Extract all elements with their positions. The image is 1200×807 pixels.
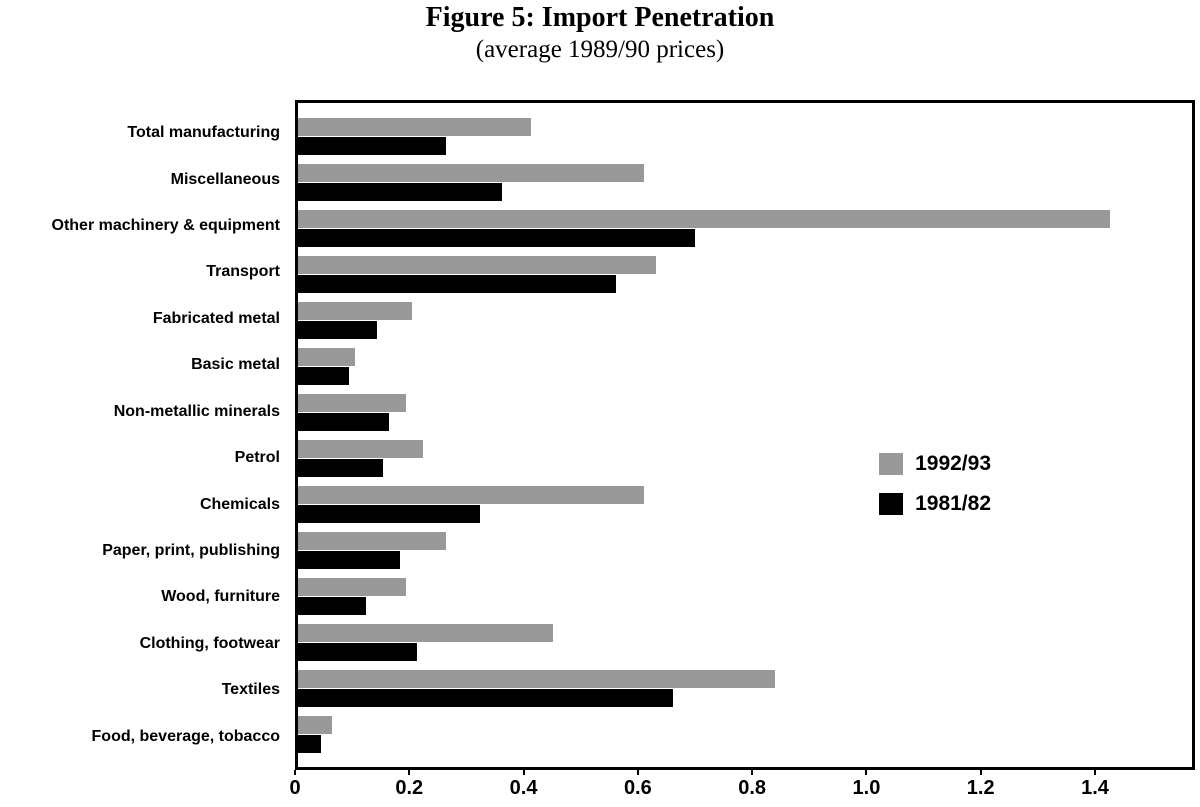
bar-group [298,481,1192,527]
bar-1992-93 [298,715,333,734]
legend-label-1992-93: 1992/93 [915,451,992,475]
x-tick-label: 0.4 [509,777,538,799]
bar-1981-82 [298,458,384,477]
bar-1981-82 [298,596,367,615]
bar-group [298,527,1192,573]
y-axis-label: Paper, print, publishing [102,542,280,559]
bar-group [298,113,1192,159]
bar-group [298,389,1192,435]
bar-1992-93 [298,393,406,412]
y-axis-label: Other machinery & equipment [51,217,281,235]
bar-1992-93 [298,439,423,458]
bar-group [298,619,1192,665]
y-axis-label: Petrol [234,449,280,467]
bar-group [298,711,1192,757]
x-tick-label: 1.0 [852,777,881,799]
bar-1981-82 [298,550,401,569]
bar-1992-93 [298,209,1110,228]
legend-label-1981-82: 1981/82 [915,491,992,515]
bar-1992-93 [298,623,554,642]
bar-1981-82 [298,412,389,431]
bar-1992-93 [298,301,412,320]
y-axis-label: Textiles [221,681,280,699]
bar-1981-82 [298,642,418,661]
y-axis-label: Clothing, footwear [139,634,280,652]
y-axis-label: Basic metal [191,356,280,374]
y-axis-label: Miscellaneous [170,170,280,188]
y-axis-label: Total manufacturing [127,124,280,142]
x-tick-mark [522,770,525,775]
bar-1992-93 [298,117,531,136]
legend-swatch-1992-93-icon [879,452,904,475]
bar-group [298,573,1192,619]
bar-1992-93 [298,163,645,182]
x-tick-mark [294,770,296,775]
bar-1981-82 [298,228,696,247]
bar-1992-93 [298,531,446,550]
chart-subtitle: (average 1989/90 prices) [475,36,725,63]
bar-group [298,159,1192,205]
x-tick-mark [979,770,982,775]
bar-1992-93 [298,669,775,688]
x-tick-label: 0.8 [738,777,767,799]
bar-1981-82 [298,274,616,293]
bar-group [298,205,1192,251]
bar-group [298,343,1192,389]
legend: 1992/93 1981/82 [879,452,991,516]
x-tick-mark [408,770,411,775]
y-axis-label: Non-metallic minerals [113,402,280,420]
legend-item-1992-93: 1992/93 [879,452,991,476]
y-axis-label: Chemicals [199,495,280,513]
bar-group [298,435,1192,481]
bar-1992-93 [298,577,406,596]
bar-1992-93 [298,347,355,366]
bar-1981-82 [298,320,378,339]
legend-item-1981-82: 1981/82 [879,492,991,516]
bar-1992-93 [298,485,645,504]
bar-1981-82 [298,734,321,753]
bar-1981-82 [298,136,446,155]
chart-title: Figure 5: Import Penetration [425,2,775,33]
x-tick-mark [865,770,868,775]
x-tick-label: 1.2 [966,777,995,799]
y-axis-label: Food, beverage, tobacco [91,727,280,745]
y-axis-label: Transport [206,263,280,281]
x-tick-label: 0 [289,777,301,799]
bar-1992-93 [298,255,656,274]
x-tick-label: 0.2 [395,777,424,799]
bar-1981-82 [298,688,673,707]
bar-group [298,665,1192,711]
y-axis-labels: Total manufacturing Miscellaneous Other ma… [0,100,288,770]
x-tick-label: 0.6 [623,777,652,799]
bar-1981-82 [298,366,350,385]
bar-group [298,297,1192,343]
x-axis: 0 0.2 0.4 0.6 0.8 1.0 1.2 1.4 [289,770,1195,804]
bar-1981-82 [298,182,503,201]
bar-group [298,251,1192,297]
x-tick-mark [1094,770,1096,775]
y-axis-label: Wood, furniture [161,588,280,606]
bar-1981-82 [298,504,480,523]
y-axis-label: Fabricated metal [152,309,280,327]
plot-area: 1992/93 1981/82 [295,100,1195,770]
x-tick-label: 1.4 [1081,777,1109,799]
x-tick-mark [636,770,639,775]
legend-swatch-1981-82-icon [879,492,904,515]
x-tick-mark [751,770,754,775]
